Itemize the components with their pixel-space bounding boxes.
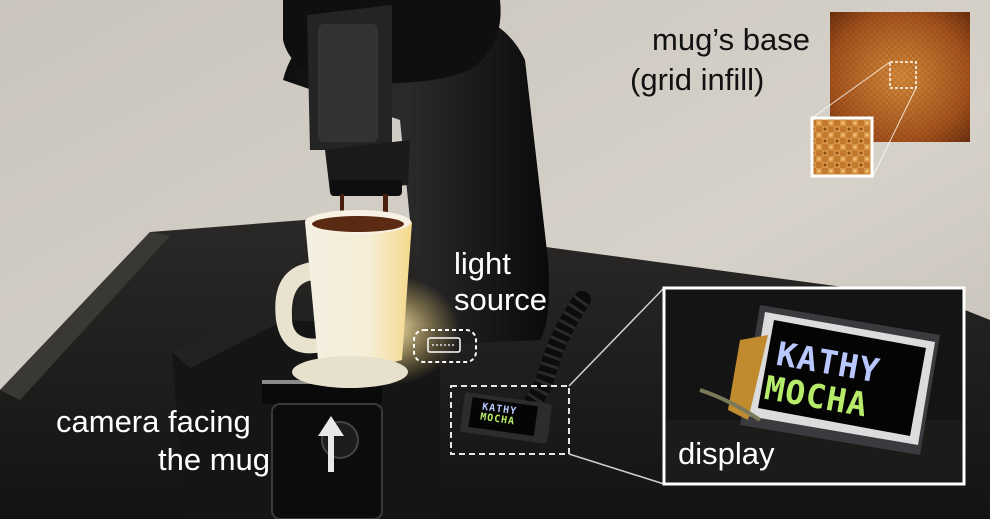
spout-head	[325, 140, 410, 192]
mug-base-subtitle: (grid infill)	[630, 62, 765, 97]
small-display-screen	[468, 397, 538, 437]
mug-base-title: mug’s base	[652, 22, 810, 57]
mug-base-zoom-inset	[810, 116, 874, 178]
base-connector-2	[871, 87, 917, 179]
camera-label-line2: the mug	[158, 442, 271, 477]
lid-handle-highlight	[318, 24, 378, 142]
mug-inside	[312, 216, 404, 232]
table-edge	[0, 232, 170, 400]
mug-handle	[275, 262, 322, 354]
display-label: display	[678, 436, 775, 471]
arrow-up-icon	[318, 416, 344, 472]
display-module-screen	[758, 320, 926, 436]
holder-slot	[262, 384, 382, 404]
light-source-label-line1: light	[454, 246, 511, 281]
base-connector-1	[811, 61, 891, 119]
display-connector	[728, 335, 768, 420]
display-wires	[699, 388, 762, 422]
zoom-connector-top	[568, 287, 665, 387]
mug-base-ring	[292, 356, 408, 388]
light-source-icon	[413, 329, 477, 363]
spout-nozzle	[330, 180, 402, 196]
light-source-label-line2: source	[454, 282, 548, 317]
zoom-connector-bottom	[568, 453, 665, 485]
zoom-box-icon	[450, 385, 570, 455]
mug-base-dashed-box	[889, 61, 917, 89]
smartphone	[271, 403, 383, 519]
mug-body	[305, 215, 412, 366]
usb-cable-ridges	[514, 294, 590, 423]
camera-label-line1: camera facing	[56, 404, 251, 439]
